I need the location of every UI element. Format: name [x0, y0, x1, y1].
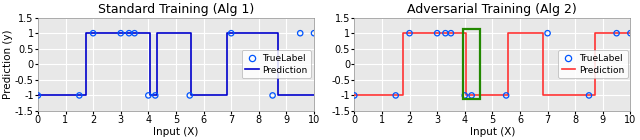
Bar [463, 29, 480, 99]
Point [467, 94, 477, 97]
Point [124, 32, 134, 34]
Point [446, 32, 456, 34]
Legend: TrueLabel, Prediction: TrueLabel, Prediction [242, 50, 311, 78]
Point [625, 32, 636, 34]
Point [226, 32, 236, 34]
Point [501, 94, 511, 97]
Point [404, 32, 415, 34]
Point [268, 94, 278, 97]
Point [143, 94, 154, 97]
Y-axis label: Prediction (y): Prediction (y) [3, 30, 13, 99]
Point [584, 94, 594, 97]
Point [185, 94, 195, 97]
X-axis label: Input (X): Input (X) [153, 127, 198, 136]
Point [390, 94, 401, 97]
Point [440, 32, 451, 34]
Point [460, 94, 470, 97]
Point [150, 94, 161, 97]
Point [309, 32, 319, 34]
Point [543, 32, 553, 34]
Point [88, 32, 99, 34]
Point [33, 94, 43, 97]
Legend: TrueLabel, Prediction: TrueLabel, Prediction [558, 50, 628, 78]
Point [611, 32, 621, 34]
Point [295, 32, 305, 34]
Point [349, 94, 360, 97]
Title: Adversarial Training (Alg 2): Adversarial Training (Alg 2) [408, 4, 577, 17]
X-axis label: Input (X): Input (X) [470, 127, 515, 136]
Point [129, 32, 140, 34]
Point [74, 94, 84, 97]
Title: Standard Training (Alg 1): Standard Training (Alg 1) [98, 4, 254, 17]
Point [116, 32, 126, 34]
Point [432, 32, 442, 34]
